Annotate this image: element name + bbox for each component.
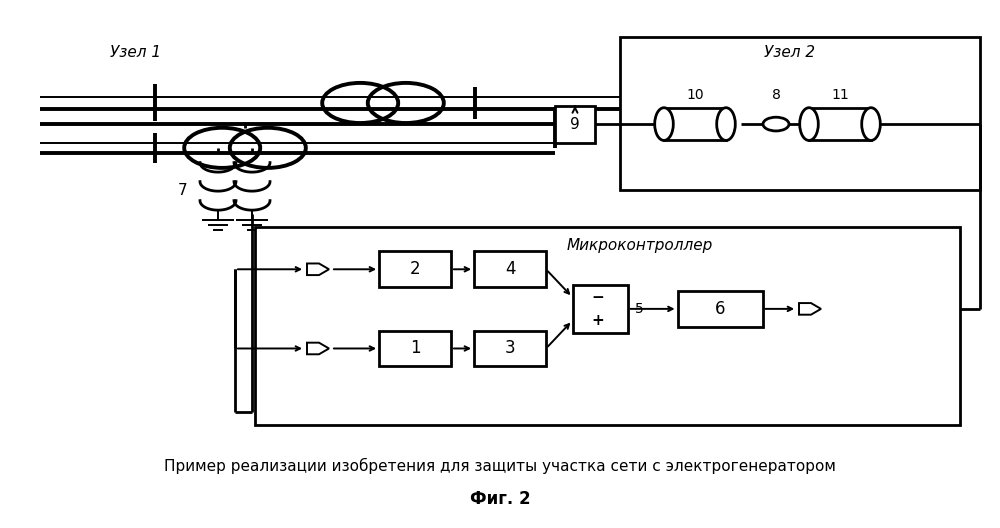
Text: Фиг. 2: Фиг. 2 <box>470 490 530 508</box>
Text: 4: 4 <box>505 260 515 278</box>
FancyBboxPatch shape <box>678 291 763 327</box>
FancyBboxPatch shape <box>809 108 871 140</box>
Text: Узел 2: Узел 2 <box>764 45 816 60</box>
Text: 3: 3 <box>505 340 515 357</box>
Polygon shape <box>307 343 329 354</box>
Text: 5: 5 <box>635 302 644 316</box>
FancyBboxPatch shape <box>572 285 628 333</box>
Text: 7: 7 <box>178 183 188 197</box>
Ellipse shape <box>800 108 818 140</box>
Polygon shape <box>799 303 821 315</box>
FancyBboxPatch shape <box>664 108 726 140</box>
FancyBboxPatch shape <box>555 106 595 143</box>
Ellipse shape <box>717 108 735 140</box>
FancyBboxPatch shape <box>620 37 980 190</box>
Polygon shape <box>307 263 329 275</box>
Text: Пример реализации изобретения для защиты участка сети с электрогенератором: Пример реализации изобретения для защиты… <box>164 458 836 474</box>
Text: Микроконтроллер: Микроконтроллер <box>567 238 713 253</box>
Text: 8: 8 <box>772 88 780 102</box>
Text: 10: 10 <box>686 88 704 102</box>
FancyBboxPatch shape <box>379 251 451 287</box>
Text: 1: 1 <box>410 340 420 357</box>
Ellipse shape <box>862 108 880 140</box>
FancyBboxPatch shape <box>379 331 451 366</box>
FancyBboxPatch shape <box>474 331 546 366</box>
FancyBboxPatch shape <box>474 251 546 287</box>
Text: −: − <box>592 290 604 305</box>
FancyBboxPatch shape <box>255 227 960 425</box>
Text: 9: 9 <box>570 117 580 131</box>
Text: 2: 2 <box>410 260 420 278</box>
Ellipse shape <box>655 108 673 140</box>
Text: 11: 11 <box>831 88 849 102</box>
Text: Узел 1: Узел 1 <box>110 45 161 60</box>
Text: +: + <box>592 313 604 328</box>
Text: 6: 6 <box>715 300 725 318</box>
